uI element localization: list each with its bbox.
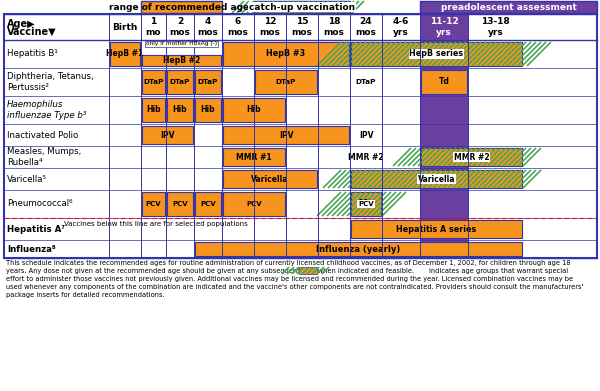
Bar [420,14,468,40]
Bar [255,70,317,94]
Text: Inactivated Polio: Inactivated Polio [7,131,78,140]
Bar [223,192,285,216]
Text: MMR #2: MMR #2 [454,152,490,161]
Text: IPV: IPV [279,131,293,140]
Text: DTaP: DTaP [170,79,190,85]
Text: DTaP: DTaP [143,79,164,85]
Text: MMR #2: MMR #2 [348,152,384,161]
Text: PCV: PCV [200,201,216,207]
Bar [167,192,193,216]
Bar [142,192,165,216]
Text: 13-18
yrs: 13-18 yrs [481,17,510,37]
Text: Hepatitis A⁷: Hepatitis A⁷ [7,224,65,233]
Bar [195,70,221,94]
Text: 4-6
yrs: 4-6 yrs [393,17,409,37]
Bar [420,1,597,13]
Text: Vaccines below this line are for selected populations: Vaccines below this line are for selecte… [64,221,248,227]
Text: 15
mos: 15 mos [292,17,313,37]
Bar [420,40,468,258]
Text: Hepatitis B¹: Hepatitis B¹ [7,50,58,59]
Text: Hepatitis A series: Hepatitis A series [397,224,476,233]
Text: Hib: Hib [200,106,215,115]
Bar [167,70,193,94]
Text: Hib: Hib [247,106,262,115]
Text: This schedule indicates the recommended ages for routine administration of curre: This schedule indicates the recommended … [6,260,583,298]
Bar [223,170,317,188]
Bar [351,170,522,188]
Text: 1
mo: 1 mo [146,17,161,37]
Text: Pneumococcal⁶: Pneumococcal⁶ [7,199,73,208]
Text: 6
mos: 6 mos [227,17,248,37]
Bar [351,42,522,66]
Bar [195,242,522,256]
Text: Vaccine▼: Vaccine▼ [7,27,56,37]
Text: PCV: PCV [358,201,374,207]
Bar [223,42,349,66]
Text: 24
mos: 24 mos [356,17,376,37]
Text: Varicella: Varicella [251,174,289,183]
Text: range of recommended ages: range of recommended ages [109,2,254,11]
Text: 11-12
yrs: 11-12 yrs [430,17,458,37]
Bar [195,98,221,122]
Text: 18
mos: 18 mos [323,17,344,37]
Text: PCV: PCV [146,201,161,207]
Text: PCV: PCV [172,201,188,207]
Text: HepB #1: HepB #1 [106,50,143,59]
Text: Hib: Hib [146,106,161,115]
Text: Varicella⁵: Varicella⁵ [7,174,47,183]
Bar [141,1,222,13]
Bar [223,126,349,144]
Bar [223,148,285,166]
Text: Influenza⁸: Influenza⁸ [7,244,56,253]
Text: PPV: PPV [358,199,374,208]
Text: 4
mos: 4 mos [197,17,218,37]
Bar [167,98,193,122]
Bar [142,98,165,122]
Text: Measles, Mumps,
Rubella⁴: Measles, Mumps, Rubella⁴ [7,147,81,167]
Bar [351,192,381,216]
Bar [4,14,597,40]
Text: Varicella: Varicella [418,174,455,183]
Bar [142,70,165,94]
Text: Hib: Hib [173,106,187,115]
Bar [4,40,597,258]
Bar [351,220,522,238]
Text: HepB #3: HepB #3 [266,50,305,59]
Text: HepB series: HepB series [409,50,464,59]
Text: 2
mos: 2 mos [170,17,190,37]
Bar [421,70,467,94]
Bar [142,55,221,66]
Bar [4,14,597,258]
Bar [110,42,140,66]
Text: Haemophilus
influenzae Type b³: Haemophilus influenzae Type b³ [7,100,86,120]
Text: Age▶: Age▶ [7,19,35,29]
Bar [223,98,285,122]
Text: DTaP: DTaP [198,79,218,85]
Bar [195,192,221,216]
Text: DTaP: DTaP [276,79,296,85]
Text: HepB #2: HepB #2 [163,56,200,65]
Text: IPV: IPV [160,131,175,140]
Text: Td: Td [439,77,449,86]
Text: PCV: PCV [246,201,262,207]
Bar [299,267,317,274]
Text: Diphtheria, Tetanus,
Pertussis²: Diphtheria, Tetanus, Pertussis² [7,72,94,92]
Text: Birth: Birth [112,23,137,32]
Text: Influenza (yearly): Influenza (yearly) [316,244,401,253]
Bar [142,126,193,144]
Text: only if mother HBsAg (-): only if mother HBsAg (-) [146,41,217,47]
Text: 12
mos: 12 mos [260,17,280,37]
Bar [4,0,597,14]
Bar [254,1,350,13]
Bar [421,148,522,166]
Text: catch-up vaccination: catch-up vaccination [249,2,355,11]
Text: preadolescent assessment: preadolescent assessment [440,2,577,11]
Text: MMR #1: MMR #1 [236,152,272,161]
Text: IPV: IPV [359,131,373,140]
Text: DTaP: DTaP [356,79,376,85]
